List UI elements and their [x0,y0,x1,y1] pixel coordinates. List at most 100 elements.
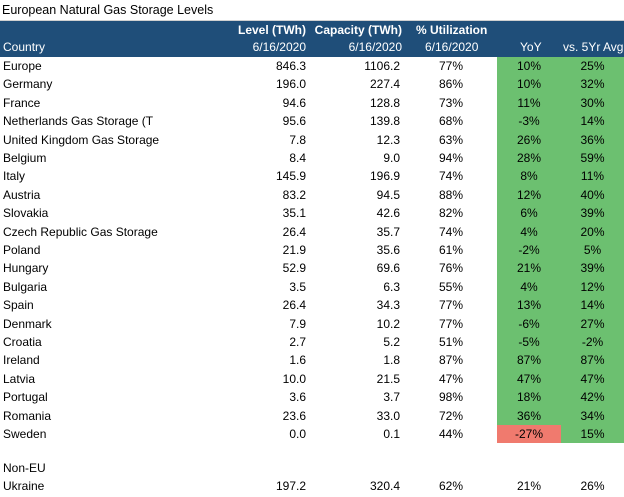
country-cell[interactable]: Spain [3,298,34,313]
level-cell[interactable]: 8.4 [289,151,306,165]
table-row[interactable]: Belgium 8.4 9.0 94% 28% 59% [0,149,624,168]
table-row[interactable]: Hungary 52.9 69.6 76% 21% 39% [0,259,624,278]
capacity-cell[interactable]: 69.6 [376,261,400,276]
country-cell[interactable]: Portugal [3,390,48,405]
utilization-cell[interactable]: 68% [438,114,464,129]
country-cell[interactable]: Czech Republic Gas Storage [3,224,158,239]
yoy-cell[interactable]: -6% [497,314,561,333]
yoy-cell[interactable]: 13% [497,296,561,315]
country-cell[interactable]: Netherlands Gas Storage (T [3,114,154,129]
country-cell[interactable]: Sweden [3,427,47,441]
yoy-cell[interactable]: 11% [497,93,561,113]
header-yoy[interactable]: YoY [497,21,561,57]
capacity-cell[interactable]: 320.4 [369,479,400,493]
utilization-cell[interactable]: 74% [438,169,464,184]
yoy-cell[interactable]: 21% [516,479,542,493]
vs5yr-cell[interactable]: 14% [561,296,624,315]
country-cell[interactable]: Austria [3,187,41,202]
table-row[interactable]: Croatia 2.7 5.2 51% -5% -2% [0,333,624,352]
yoy-cell[interactable]: -5% [497,333,561,352]
table-row[interactable]: Netherlands Gas Storage (T 95.6 139.8 68% -3… [0,112,624,131]
table-row[interactable]: Slovakia 35.1 42.6 82% 6% 39% [0,204,624,223]
vs5yr-cell[interactable]: 34% [561,406,624,425]
utilization-cell[interactable]: 74% [438,224,464,239]
country-cell[interactable]: Hungary [3,261,49,276]
level-cell[interactable]: 10.0 [282,371,306,386]
header-level[interactable]: Level (TWh) 6/16/2020 [222,21,306,57]
utilization-cell[interactable]: 98% [438,390,464,405]
capacity-cell[interactable]: 34.3 [376,298,400,313]
level-cell[interactable]: 7.9 [289,316,306,331]
capacity-cell[interactable]: 33.0 [376,408,400,423]
vs5yr-cell[interactable]: 32% [561,75,624,94]
country-cell[interactable]: Italy [3,169,26,184]
vs5yr-cell[interactable]: 25% [561,57,624,76]
yoy-cell[interactable]: 12% [497,185,561,205]
level-cell[interactable]: 196.0 [275,77,306,92]
yoy-cell[interactable]: 4% [497,222,561,241]
country-cell[interactable]: Ukraine [3,479,45,493]
yoy-cell[interactable]: 47% [497,369,561,389]
utilization-cell[interactable]: 77% [438,59,464,73]
country-cell[interactable]: Ireland [3,353,40,368]
utilization-cell[interactable]: 72% [438,408,464,423]
yoy-cell[interactable]: 18% [497,388,561,407]
utilization-cell[interactable]: 88% [438,187,464,202]
capacity-cell[interactable]: 196.9 [369,169,400,184]
capacity-cell[interactable]: 10.2 [376,316,400,331]
table-row[interactable]: Austria 83.2 94.5 88% 12% 40% [0,185,624,205]
country-cell[interactable]: Slovakia [3,206,49,221]
utilization-cell[interactable]: 77% [438,298,464,313]
capacity-cell[interactable]: 227.4 [369,77,400,92]
country-cell[interactable]: Denmark [3,316,52,331]
yoy-cell[interactable]: 8% [497,167,561,186]
utilization-cell[interactable]: 47% [438,371,464,386]
yoy-cell[interactable]: 6% [497,204,561,223]
country-cell[interactable]: Germany [3,77,53,92]
level-cell[interactable]: 83.2 [282,187,306,202]
vs5yr-cell[interactable]: 59% [561,149,624,168]
vs5yr-cell[interactable]: -2% [561,333,624,352]
country-cell[interactable]: Bulgaria [3,279,48,294]
vs5yr-cell[interactable]: 39% [561,204,624,223]
utilization-cell[interactable]: 63% [438,132,464,147]
yoy-cell[interactable]: 87% [497,351,561,370]
table-row[interactable]: Czech Republic Gas Storage 26.4 35.7 74% 4% 2… [0,222,624,241]
level-cell[interactable]: 52.9 [282,261,306,276]
table-row[interactable]: Ukraine 197.2 320.4 62% 21% 26% [0,477,624,495]
yoy-cell[interactable]: 21% [497,259,561,278]
level-cell[interactable]: 0.0 [289,427,306,441]
country-cell[interactable]: Europe [3,59,42,73]
vs5yr-cell[interactable]: 42% [561,388,624,407]
utilization-cell[interactable]: 73% [438,95,464,110]
capacity-cell[interactable]: 139.8 [369,114,400,129]
vs5yr-cell[interactable]: 47% [561,369,624,389]
vs5yr-cell[interactable]: 12% [561,277,624,297]
utilization-cell[interactable]: 61% [438,243,464,257]
capacity-cell[interactable]: 9.0 [383,151,400,165]
vs5yr-cell[interactable]: 5% [561,241,624,260]
utilization-cell[interactable]: 82% [438,206,464,221]
capacity-cell[interactable]: 1.8 [383,353,400,368]
utilization-cell[interactable]: 86% [438,77,464,92]
table-row[interactable]: United Kingdom Gas Storage 7.8 12.3 63% 26% 3… [0,130,624,149]
yoy-cell[interactable]: -3% [497,112,561,131]
vs5yr-cell[interactable]: 27% [561,314,624,333]
vs5yr-cell[interactable]: 40% [561,185,624,205]
yoy-cell[interactable]: 10% [497,75,561,94]
yoy-cell[interactable]: -2% [497,241,561,260]
level-cell[interactable]: 26.4 [282,224,306,239]
capacity-cell[interactable]: 1106.2 [364,59,400,73]
vs5yr-cell[interactable]: 36% [561,130,624,149]
vs5yr-cell[interactable]: 20% [561,222,624,241]
vs5yr-cell[interactable]: 15% [561,425,624,444]
table-row[interactable]: Denmark 7.9 10.2 77% -6% 27% [0,314,624,333]
header-vs5yr[interactable]: vs. 5Yr Avg [561,21,624,57]
table-row[interactable]: Poland 21.9 35.6 61% -2% 5% [0,241,624,260]
capacity-cell[interactable]: 94.5 [376,187,400,202]
table-row[interactable]: Ireland 1.6 1.8 87% 87% 87% [0,351,624,370]
yoy-cell[interactable]: 4% [497,277,561,297]
table-row[interactable]: Latvia 10.0 21.5 47% 47% 47% [0,369,624,389]
table-row[interactable]: Germany 196.0 227.4 86% 10% 32% [0,75,624,94]
header-country[interactable]: Country [0,21,200,57]
